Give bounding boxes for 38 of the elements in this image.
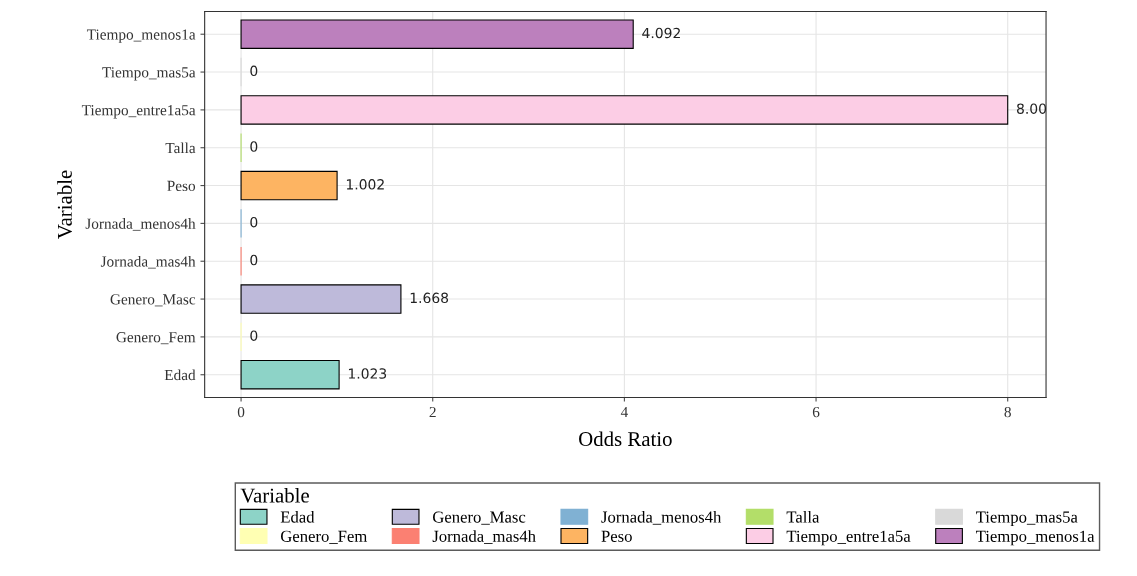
data-label: 0 — [250, 330, 258, 341]
data-label: 8.00 — [1016, 103, 1047, 114]
legend-label: Genero_Masc — [433, 511, 526, 525]
legend-label: Talla — [786, 510, 820, 523]
x-axis-title: Odds Ratio — [579, 431, 672, 447]
data-label: 4.092 — [642, 27, 680, 39]
data-label: 0 — [250, 141, 258, 152]
legend-label: Edad — [280, 510, 315, 523]
data-label: 0 — [250, 65, 258, 77]
y-tick-label: Tiempo_entre1a5a — [81, 105, 196, 119]
x-tick-label: 0 — [237, 406, 245, 418]
legend-label: Tiempo_entre1a5a — [786, 530, 911, 546]
data-label: 1.668 — [410, 292, 449, 304]
legend-label: Jornada_menos4h — [601, 510, 722, 525]
y-axis-title: Variable — [57, 170, 72, 239]
x-tick-label: 8 — [1004, 406, 1011, 418]
legend-label: Genero_Fem — [280, 530, 368, 544]
legend-label: Peso — [601, 530, 632, 542]
y-tick-label: Peso — [167, 180, 196, 192]
data-label: 1.023 — [348, 368, 387, 379]
x-tick-label: 2 — [429, 406, 436, 418]
legend-label: Jornada_mas4h — [432, 530, 536, 544]
x-tick-label: 6 — [812, 406, 820, 418]
y-tick-label: Jornada_mas4h — [100, 255, 196, 269]
y-tick-label: Tiempo_menos1a — [86, 29, 196, 43]
data-label: 1.002 — [346, 179, 384, 190]
y-tick-label: Genero_Fem — [116, 332, 196, 345]
data-label: 0 — [250, 254, 258, 266]
y-tick-label: Genero_Masc — [110, 294, 196, 307]
y-tick-label: Edad — [164, 369, 196, 381]
legend-label: Tiempo_mas5a — [976, 511, 1078, 527]
data-label: 0 — [250, 216, 258, 228]
legend-label: Tiempo_menos1a — [976, 530, 1095, 546]
y-tick-label: Talla — [165, 142, 196, 154]
legend-title: Variable — [240, 487, 309, 503]
y-tick-label: Jornada_menos4h — [85, 218, 196, 231]
y-tick-label: Tiempo_mas5a — [102, 67, 196, 81]
x-tick-label: 4 — [620, 407, 628, 418]
